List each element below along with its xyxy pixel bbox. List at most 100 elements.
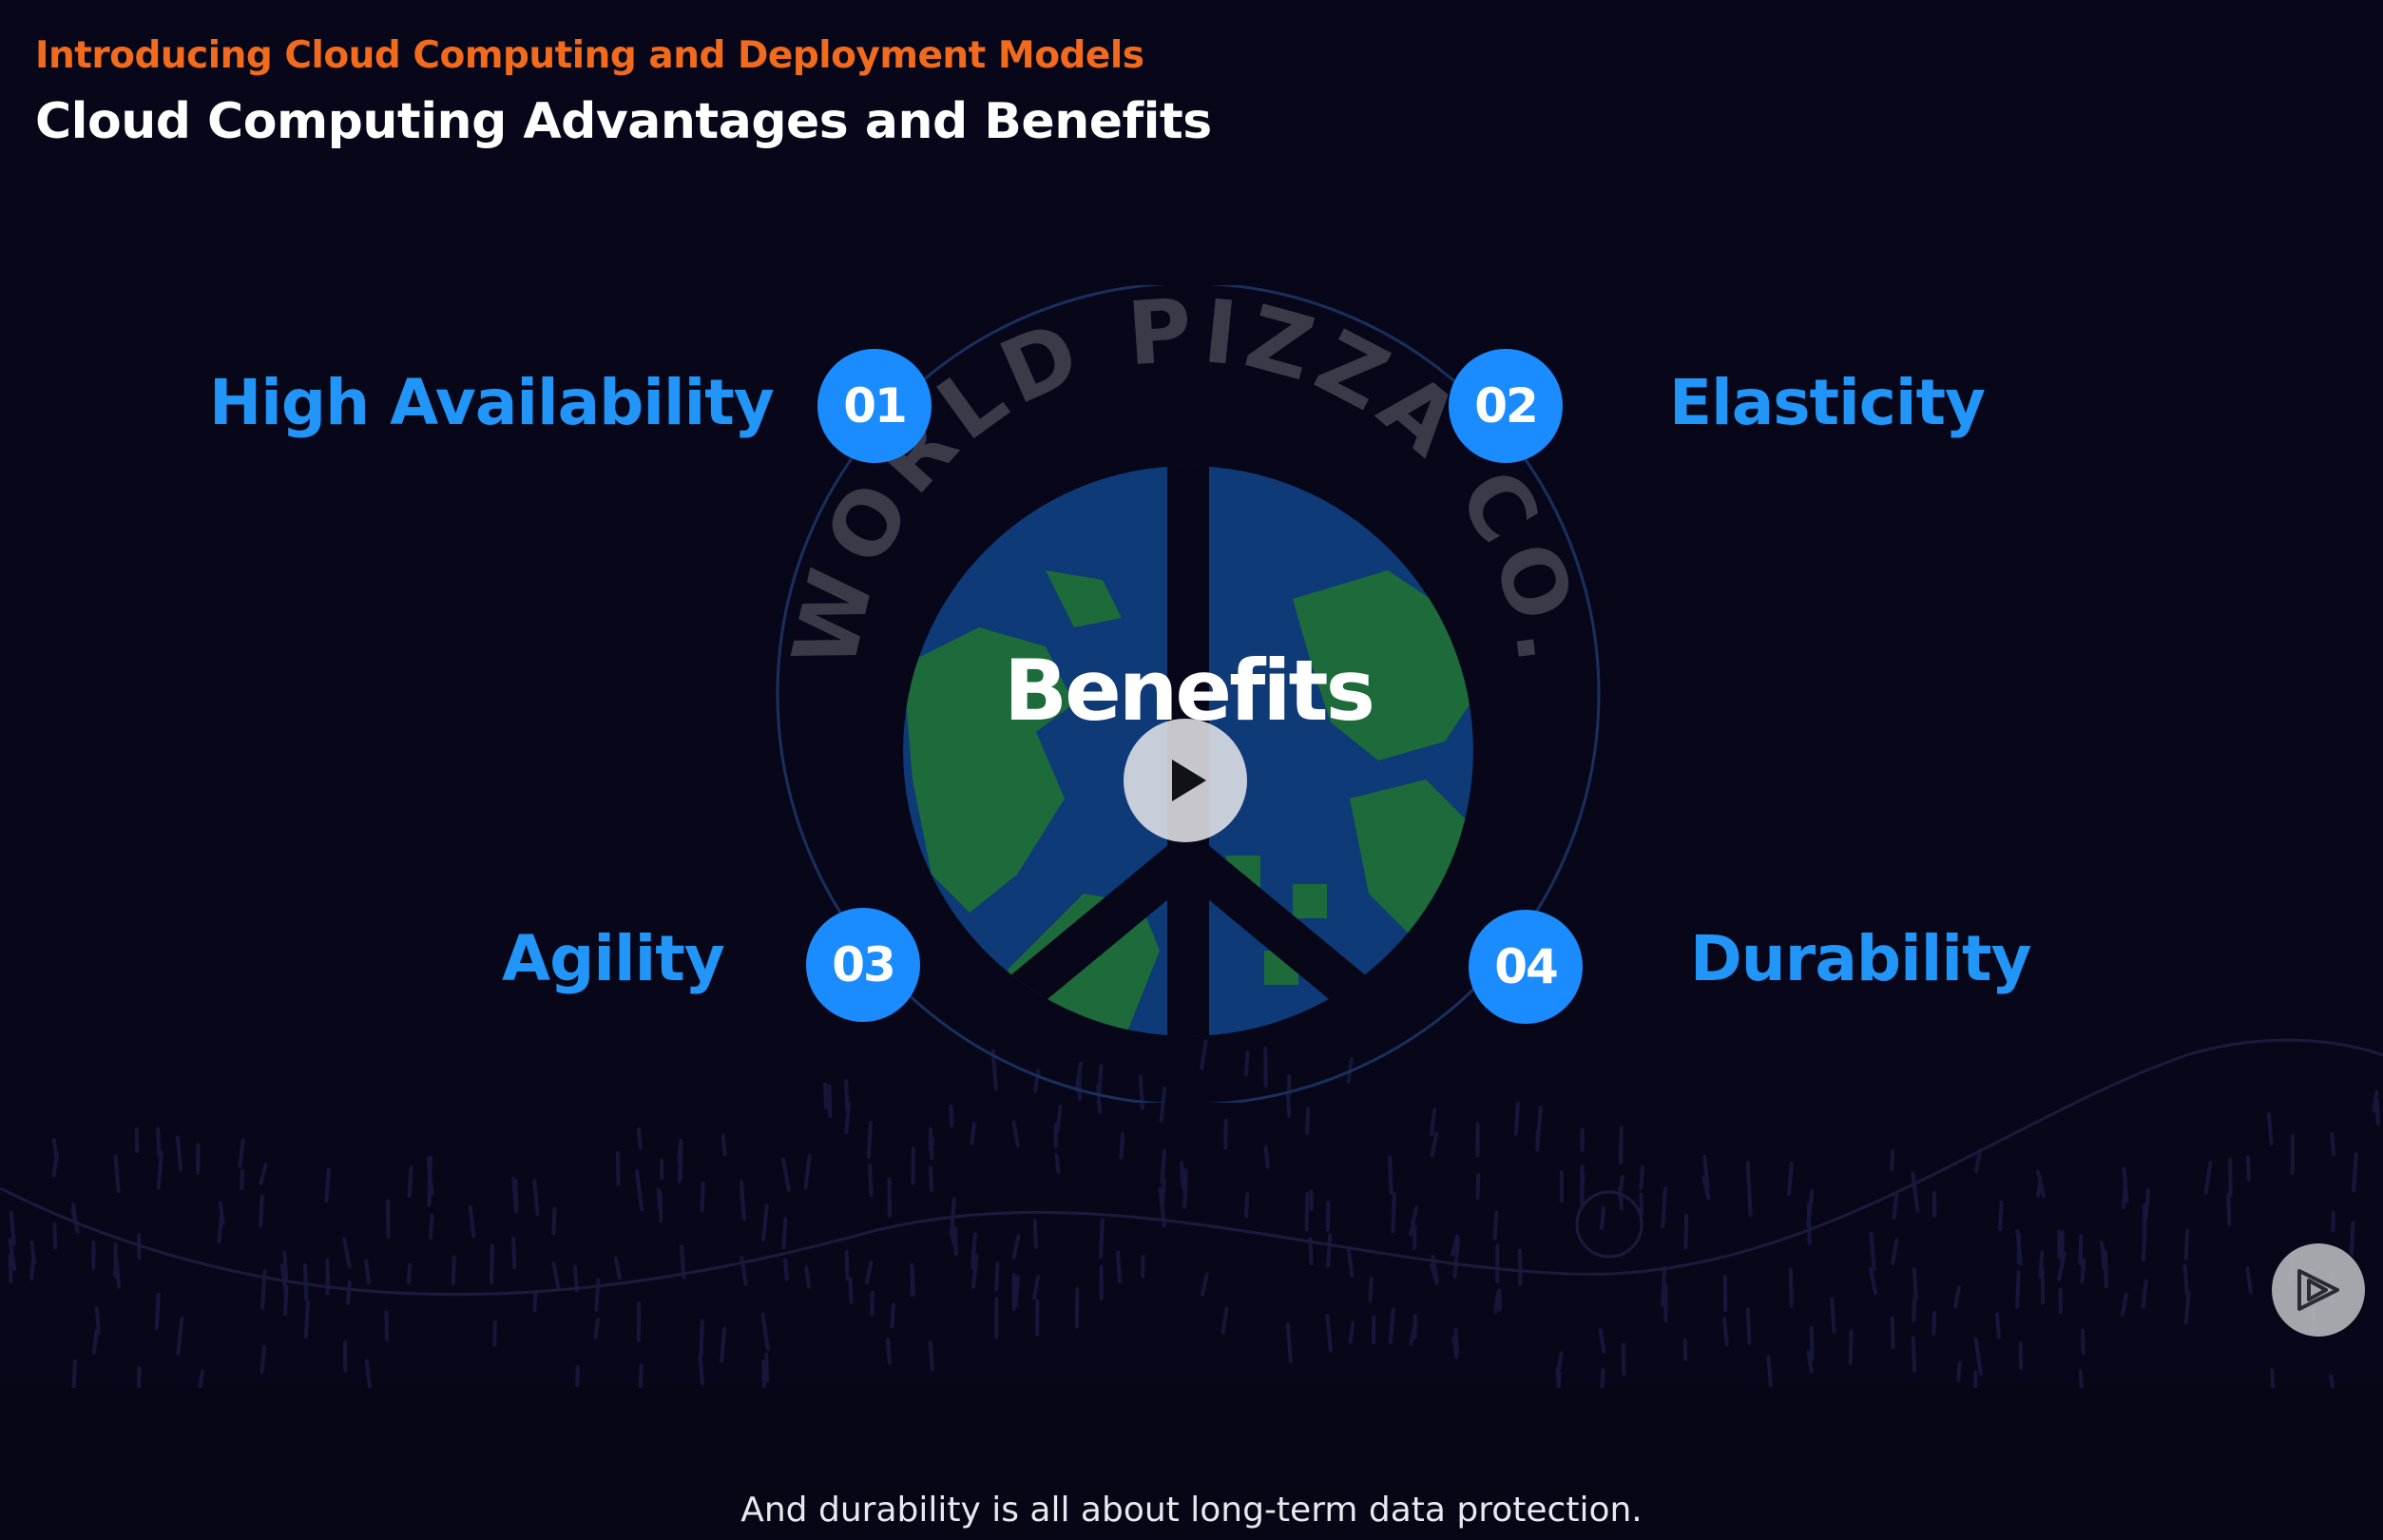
background-dash [113,1154,121,1194]
background-dash [866,1121,874,1159]
background-dash [1032,1275,1041,1300]
background-dash [1054,1153,1061,1175]
background-dash [9,1210,16,1246]
background-dash [1305,1107,1311,1135]
background-dash [614,1256,622,1280]
background-dash [761,1203,769,1242]
video-frame[interactable]: Introducing Cloud Computing and Deployme… [0,0,2383,1388]
background-dash [29,1258,35,1280]
background-dash [928,1340,934,1372]
background-dash [1475,1173,1481,1200]
background-dash [1683,1213,1689,1250]
badge-02: 02 [1449,349,1563,463]
background-dash [1702,1154,1710,1190]
background-dash [1116,1250,1123,1284]
caption-text: And durability is all about long-term da… [740,1491,1643,1530]
background-dash [1119,1132,1125,1160]
background-dash [970,1121,976,1145]
background-dash [1451,1234,1460,1257]
background-dash [781,1217,788,1249]
background-dash [1243,1049,1250,1077]
background-dash [1285,1322,1293,1363]
background-dash [1598,1328,1606,1354]
background-dash [325,1273,331,1296]
background-dash [844,1249,850,1281]
background-dash [740,1190,746,1222]
background-dash [890,1302,895,1329]
background-dash [1806,1350,1814,1374]
background-dash [364,1259,371,1285]
background-dash [1911,1171,1920,1213]
background-dash [1556,1372,1562,1388]
background-dash [2203,1161,2213,1195]
benefit-durability: Durability [1690,922,2032,995]
background-dash [2141,1234,2147,1261]
background-dash [823,1082,829,1110]
background-dash [1994,1312,2001,1339]
clip-title: Cloud Computing Advantages and Benefits [35,93,1212,150]
background-dash [699,1319,704,1357]
background-dash [489,1243,494,1284]
background-dash [886,1337,892,1365]
background-dash [1412,1224,1417,1250]
background-dash [137,1366,142,1388]
background-dash [1998,1200,2004,1231]
background-dash [2245,1266,2253,1295]
play-button[interactable] [1124,719,1247,842]
background-dash [1788,1267,1794,1308]
background-dash [1830,1298,1836,1335]
background-dash [635,1169,644,1212]
background-dash [324,1167,331,1203]
benefit-high-availability: High Availability [209,366,775,439]
background-dash [1517,1248,1523,1287]
background-dash [638,1363,644,1388]
background-dash [1308,1237,1314,1266]
background-dash [551,1206,557,1236]
background-dash [1430,1131,1439,1158]
benefit-agility: Agility [502,922,725,995]
background-dash [804,1265,812,1289]
background-dash [342,1237,352,1269]
background-dash [803,1153,812,1190]
background-dash [427,1155,433,1184]
background-dash [2015,1270,2021,1309]
background-dash [1766,1355,1773,1388]
background-dash [1579,1165,1585,1202]
background-dash [2078,1369,2084,1388]
background-dash [303,1299,310,1339]
background-dash [1953,1285,1961,1309]
background-dash [760,1313,770,1351]
background-dash [848,1277,854,1304]
background-decoration [0,1038,2383,1388]
background-dash [1388,1307,1395,1345]
background-dash [1430,1107,1437,1137]
background-dash [2352,1152,2358,1193]
background-dash [282,1250,289,1283]
background-dash [468,1204,476,1239]
background-dash [1869,1231,1876,1271]
background-dash [865,1261,874,1285]
background-dash [1745,1307,1752,1345]
background-dash [1388,1155,1393,1195]
background-dash [1911,1336,1917,1373]
background-dash [1661,1265,1667,1307]
background-dash [259,1163,268,1185]
background-dash [156,1126,162,1158]
pluralsight-logo-button[interactable] [2272,1243,2365,1337]
background-dash [2183,1228,2190,1261]
background-dash [1809,1325,1815,1361]
background-dash [511,1236,517,1270]
background-dash [1055,1105,1063,1134]
background-dash [259,1345,266,1375]
background-dash [198,1369,205,1388]
background-dash [678,1142,683,1181]
background-dash [1200,1039,1208,1070]
background-dash [1493,1289,1501,1314]
background-dash [700,1182,705,1213]
background-dash [783,1258,789,1281]
background-dash [970,1232,977,1270]
background-dash [1974,1147,1983,1173]
caption-bar [0,1388,2383,1540]
background-dash [2266,1112,2274,1145]
background-dash [1263,1145,1270,1169]
